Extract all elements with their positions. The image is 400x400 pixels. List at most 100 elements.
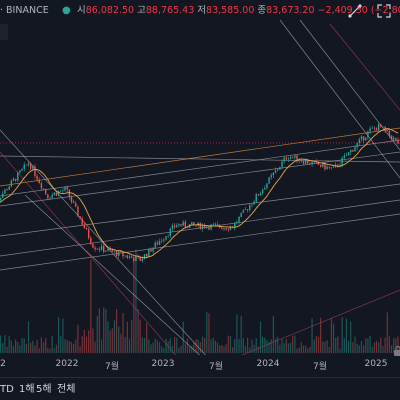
trend-line	[0, 151, 400, 207]
candle-body	[113, 250, 116, 252]
candle-body	[32, 166, 34, 169]
scale-lock-icon[interactable]	[393, 345, 400, 357]
volume-bar	[169, 338, 171, 353]
candle-body	[212, 224, 214, 225]
candle-body	[12, 178, 15, 181]
candle-body	[304, 160, 307, 164]
candle-body	[332, 166, 335, 168]
volume-bar	[113, 320, 116, 353]
header-tools	[337, 0, 392, 22]
symbol-exchange[interactable]: · BINANCE	[0, 5, 49, 16]
timeframe-5y-button[interactable]: 5해	[36, 384, 52, 395]
candle-body	[285, 157, 287, 160]
ohlc-readout: 시86,082.50 고88,765.43 저83,585.00 종83,673…	[77, 0, 400, 22]
volume-bar	[96, 315, 98, 353]
candle-body	[328, 166, 330, 168]
volume-bar	[302, 345, 305, 353]
volume-bar	[274, 338, 277, 353]
volume-bar	[375, 340, 378, 353]
x-tick: 2022	[55, 359, 79, 369]
candle-body	[354, 147, 356, 152]
candle-body	[382, 126, 384, 128]
candle-body	[201, 225, 204, 229]
candle-body	[377, 124, 380, 131]
volume-bar	[81, 336, 83, 353]
volume-bar	[251, 339, 253, 353]
volume-bar	[311, 318, 313, 353]
volume-bar	[38, 348, 40, 353]
time-axis[interactable]: 2 2022 7월 2023 7월 2024 7월 2025	[0, 355, 400, 377]
candle-body	[98, 248, 101, 250]
volume-bar	[296, 348, 298, 353]
volume-bar	[272, 316, 275, 353]
volume-bar	[330, 318, 333, 353]
volume-bar	[320, 317, 322, 353]
volume-bar	[173, 336, 176, 353]
volume-bar	[212, 337, 214, 353]
price-chart[interactable]	[0, 0, 400, 355]
volume-bar	[156, 340, 159, 353]
candle-body	[214, 224, 217, 225]
volume-bar	[264, 337, 266, 353]
volume-bar	[328, 347, 330, 353]
candle-body	[49, 197, 51, 199]
timeframe-ytd-button[interactable]: TD	[0, 384, 14, 395]
trend-line-icon[interactable]	[347, 3, 363, 19]
volume-bar	[21, 338, 23, 353]
volume-bar	[298, 347, 300, 353]
candle-body	[390, 135, 393, 140]
candle-body	[152, 247, 154, 252]
low-value: 83,585.00	[206, 5, 255, 16]
volume-bar	[66, 340, 68, 353]
timeframe-1y-button[interactable]: 1해	[19, 384, 35, 395]
candle-body	[25, 164, 28, 166]
volume-bar	[388, 336, 391, 353]
candle-body	[109, 248, 111, 250]
volume-bar	[229, 336, 232, 353]
candle-body	[79, 216, 81, 219]
volume-bar	[186, 338, 189, 353]
candle-body	[141, 258, 144, 261]
close-label: 종	[257, 5, 267, 16]
candle-body	[287, 158, 290, 160]
candle-body	[242, 209, 245, 213]
candle-body	[53, 192, 55, 195]
volume-bar	[281, 339, 283, 353]
volume-bar	[79, 346, 81, 353]
open-label: 시	[77, 5, 86, 16]
volume-bar	[154, 338, 156, 353]
volume-bar	[201, 336, 204, 353]
timeframe-all-button[interactable]: 전체	[57, 384, 76, 395]
volume-bar	[395, 338, 397, 353]
volume-bar	[225, 344, 227, 353]
volume-bar	[6, 346, 8, 353]
volume-bar	[139, 319, 141, 353]
candle-body	[373, 127, 376, 129]
volume-bar	[341, 316, 343, 353]
volume-bar	[332, 323, 335, 353]
volume-bar	[195, 339, 197, 353]
volume-bar	[131, 320, 133, 353]
candle-body	[70, 196, 73, 202]
candle-body	[317, 161, 320, 165]
volume-bar	[210, 339, 212, 353]
volume-bar	[197, 339, 199, 353]
left-panel-tab[interactable]	[0, 24, 8, 40]
fullscreen-icon[interactable]	[376, 3, 392, 19]
candle-body	[277, 169, 279, 171]
volume-bar	[111, 328, 113, 353]
volume-bar	[221, 345, 223, 353]
candle-body	[60, 191, 62, 192]
candle-body	[55, 192, 58, 196]
candle-body	[365, 137, 367, 141]
volume-bar	[199, 341, 201, 353]
candle-body	[246, 209, 249, 211]
volume-bar	[390, 345, 393, 353]
candle-body	[180, 224, 182, 226]
candle-body	[4, 189, 6, 194]
candle-body	[161, 240, 163, 242]
change-value: −2,409.30 (−2.80%)	[317, 5, 400, 16]
trend-channels[interactable]	[0, 19, 400, 355]
candle-body	[221, 227, 223, 230]
volume-bar	[92, 328, 94, 353]
